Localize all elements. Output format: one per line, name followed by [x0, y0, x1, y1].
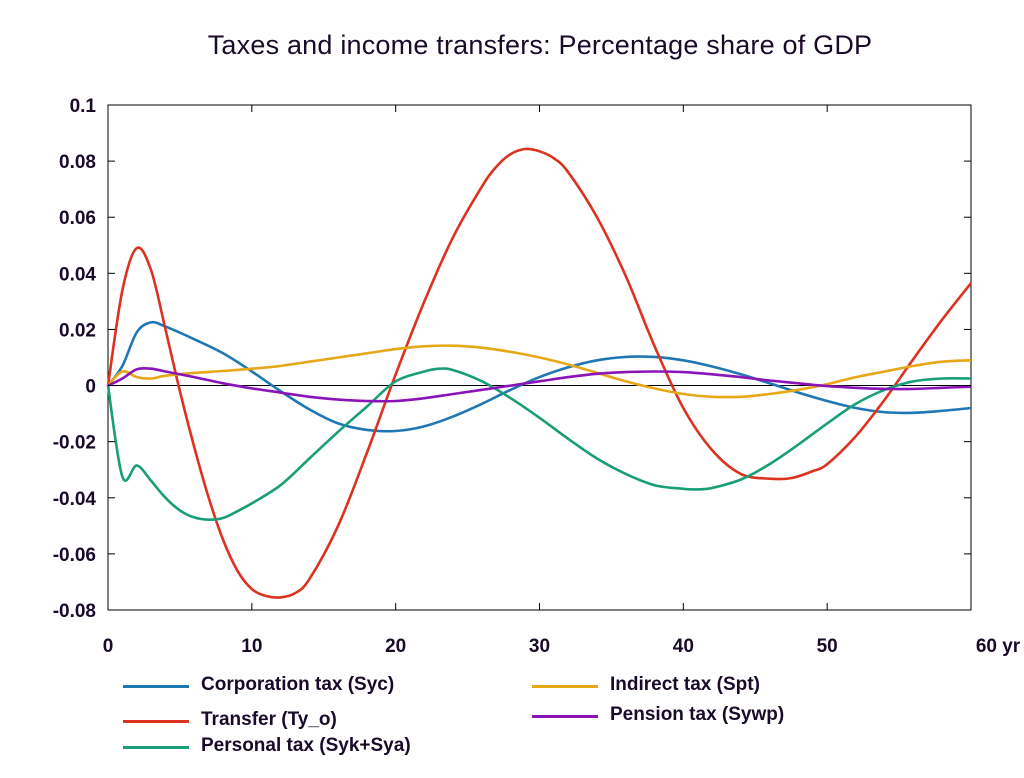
- x-tick-label: 60 yr: [976, 636, 1021, 657]
- legend-swatch-indirect-tax: [532, 685, 598, 688]
- series-line-personal-tax: [106, 367, 972, 522]
- x-tick-label: 0: [103, 636, 114, 657]
- legend-swatch-corporation-tax: [123, 685, 189, 688]
- legend-label-pension-tax: Pension tax (Sywp): [610, 704, 785, 725]
- series-line-indirect-tax: [107, 344, 972, 399]
- series-line-transfer: [106, 147, 973, 599]
- y-tick-label: 0.04: [59, 264, 96, 285]
- y-tick-label: 0.1: [70, 96, 97, 117]
- y-tick-label: -0.02: [53, 433, 96, 454]
- y-tick-label: -0.06: [53, 545, 96, 566]
- x-tick-label: 40: [673, 636, 694, 657]
- y-tick-label: 0.08: [59, 152, 96, 173]
- legend-label-personal-tax: Personal tax (Syk+Sya): [201, 735, 411, 756]
- legend-label-indirect-tax: Indirect tax (Spt): [610, 674, 760, 695]
- x-tick-label: 20: [385, 636, 406, 657]
- legend-label-corporation-tax: Corporation tax (Syc): [201, 674, 395, 695]
- series-line-corporation-tax: [106, 320, 972, 433]
- x-tick-label: 10: [241, 636, 262, 657]
- x-tick-label: 30: [529, 636, 550, 657]
- x-tick-label: 50: [817, 636, 838, 657]
- y-tick-label: 0.02: [59, 320, 96, 341]
- chart-title: Taxes and income transfers: Percentage s…: [207, 30, 873, 60]
- y-tick-label: -0.08: [53, 601, 96, 622]
- legend-label-transfer: Transfer (Ty_o): [201, 709, 337, 730]
- legend-swatch-pension-tax: [532, 715, 598, 718]
- y-tick-label: 0: [85, 377, 96, 398]
- y-tick-label: -0.04: [53, 489, 97, 510]
- series-line-pension-tax: [107, 366, 972, 403]
- legend-swatch-personal-tax: [123, 746, 189, 749]
- y-tick-label: 0.06: [59, 208, 96, 229]
- tick-labels: -0.08 -0.06 -0.04 -0.02 0 0.02 0.04 0.06 0.08 0.1…: [53, 96, 1021, 657]
- legend-swatch-transfer: [123, 720, 189, 723]
- series-layer: [106, 147, 973, 599]
